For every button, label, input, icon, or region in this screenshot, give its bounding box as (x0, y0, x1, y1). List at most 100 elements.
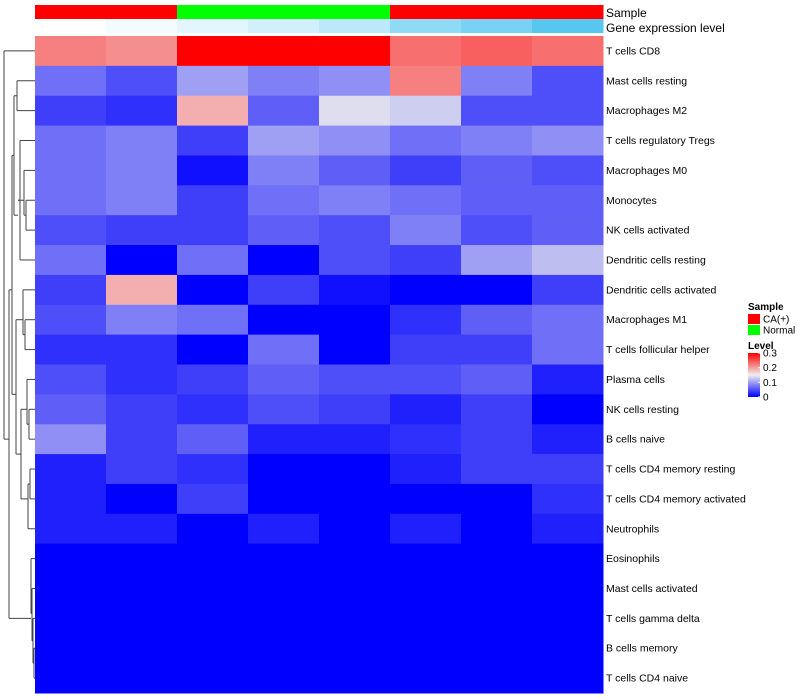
heatmap-cell (390, 36, 462, 67)
row-label: T cells gamma delta (606, 613, 700, 625)
heatmap-cell (461, 454, 533, 485)
heatmap-cell (106, 483, 178, 515)
row-label: Monocytes (606, 195, 657, 207)
heatmap-cell (177, 603, 249, 634)
row-labels: T cells CD8 Mast cells resting Macrophages… (606, 45, 746, 684)
heatmap-cell (319, 245, 391, 276)
row-label: NK cells resting (606, 404, 679, 416)
heatmap-cell (248, 603, 320, 634)
sample-annotation-cell (248, 5, 320, 19)
row-label: T cells regulatory Tregs (606, 135, 715, 147)
sample-annotation-cell (177, 5, 249, 19)
heatmap-cell (532, 155, 604, 186)
heatmap-cell (248, 513, 320, 545)
heatmap-cell (319, 36, 391, 67)
heatmap-cell (390, 304, 462, 336)
expression-annotation-cell (532, 19, 604, 33)
legend-level-tick-label: 0 (763, 393, 769, 404)
heatmap-cell (390, 274, 462, 306)
heatmap-cell (248, 483, 320, 515)
heatmap-cell (390, 95, 462, 127)
heatmap-cell (461, 155, 533, 186)
row-label: T cells follicular helper (606, 344, 710, 356)
legend-level-tick-label: 0.3 (763, 349, 777, 360)
heatmap-cell (35, 454, 107, 485)
heatmap-cell (390, 394, 462, 425)
heatmap-cell (248, 36, 320, 67)
heatmap-cell (532, 125, 604, 156)
heatmap-cell (461, 65, 533, 97)
legend-sample-swatch (748, 325, 760, 335)
heatmap-cell (248, 65, 320, 97)
heatmap-cell (390, 424, 462, 455)
heatmap-cell (106, 603, 178, 634)
heatmap-cell (248, 155, 320, 186)
heatmap-cell (319, 274, 391, 306)
heatmap-cell (319, 65, 391, 97)
heatmap-cell (532, 334, 604, 365)
heatmap-cell (461, 245, 533, 276)
row-label: NK cells activated (606, 225, 690, 237)
expression-annotation-cell (390, 19, 462, 33)
row-label: Eosinophils (606, 553, 660, 565)
heatmap-cell (319, 155, 391, 186)
heatmap-cell (35, 663, 107, 694)
expression-annotation-cell (177, 19, 249, 33)
heatmap-cell (177, 573, 249, 604)
heatmap-cell (390, 483, 462, 515)
heatmap-cell (35, 245, 107, 276)
heatmap-cell (35, 155, 107, 186)
heatmap-cell (461, 394, 533, 425)
row-dendrogram (3, 50, 35, 679)
heatmap-cell (106, 125, 178, 156)
legend-level-ticks: 0.3 0.2 0.1 0 (758, 349, 777, 404)
heatmap-cell (177, 215, 249, 246)
heatmap-cell (177, 543, 249, 575)
heatmap-cell (177, 633, 249, 664)
row-label: Macrophages M1 (606, 314, 687, 326)
heatmap-cell (35, 633, 107, 664)
heatmap-cell (177, 663, 249, 694)
heatmap-cell (461, 483, 533, 515)
heatmap-cell (532, 483, 604, 515)
heatmap-cell (319, 215, 391, 246)
heatmap-cell (390, 334, 462, 365)
heatmap-cell (532, 245, 604, 276)
heatmap-cell (319, 424, 391, 455)
heatmap-cell (35, 65, 107, 97)
heatmap-cell (319, 633, 391, 664)
expression-annotation-label: Gene expression level (606, 21, 725, 35)
heatmap-cell (319, 454, 391, 485)
heatmap-cell (319, 483, 391, 515)
heatmap-cell (177, 483, 249, 515)
heatmap-cell (390, 125, 462, 156)
heatmap-cell (319, 334, 391, 365)
heatmap-cell (106, 274, 178, 306)
heatmap-cell (248, 394, 320, 425)
heatmap-cell (35, 95, 107, 127)
heatmap-cell (35, 334, 107, 365)
row-label: T cells CD4 memory resting (606, 464, 735, 476)
heatmap-cell (461, 573, 533, 604)
heatmap-cell (390, 65, 462, 97)
row-label: Dendritic cells resting (606, 254, 706, 266)
heatmap-cell (177, 245, 249, 276)
heatmap-cell (248, 424, 320, 455)
sample-annotation-cell (35, 5, 107, 19)
heatmap-cell (106, 185, 178, 216)
row-label: Macrophages M2 (606, 105, 687, 117)
heatmap-cell (390, 663, 462, 694)
expression-annotation-cell (248, 19, 320, 33)
heatmap-cell (248, 334, 320, 365)
heatmap-cell (248, 633, 320, 664)
heatmap-cell (532, 543, 604, 575)
sample-annotation-cell (461, 5, 533, 19)
row-label: B cells memory (606, 643, 679, 655)
heatmap-cell (532, 36, 604, 67)
row-label: B cells naive (606, 434, 665, 446)
heatmap-cell (106, 573, 178, 604)
sample-annotation-cell (532, 5, 604, 19)
heatmap-cell (35, 364, 107, 395)
heatmap-cell (35, 215, 107, 246)
